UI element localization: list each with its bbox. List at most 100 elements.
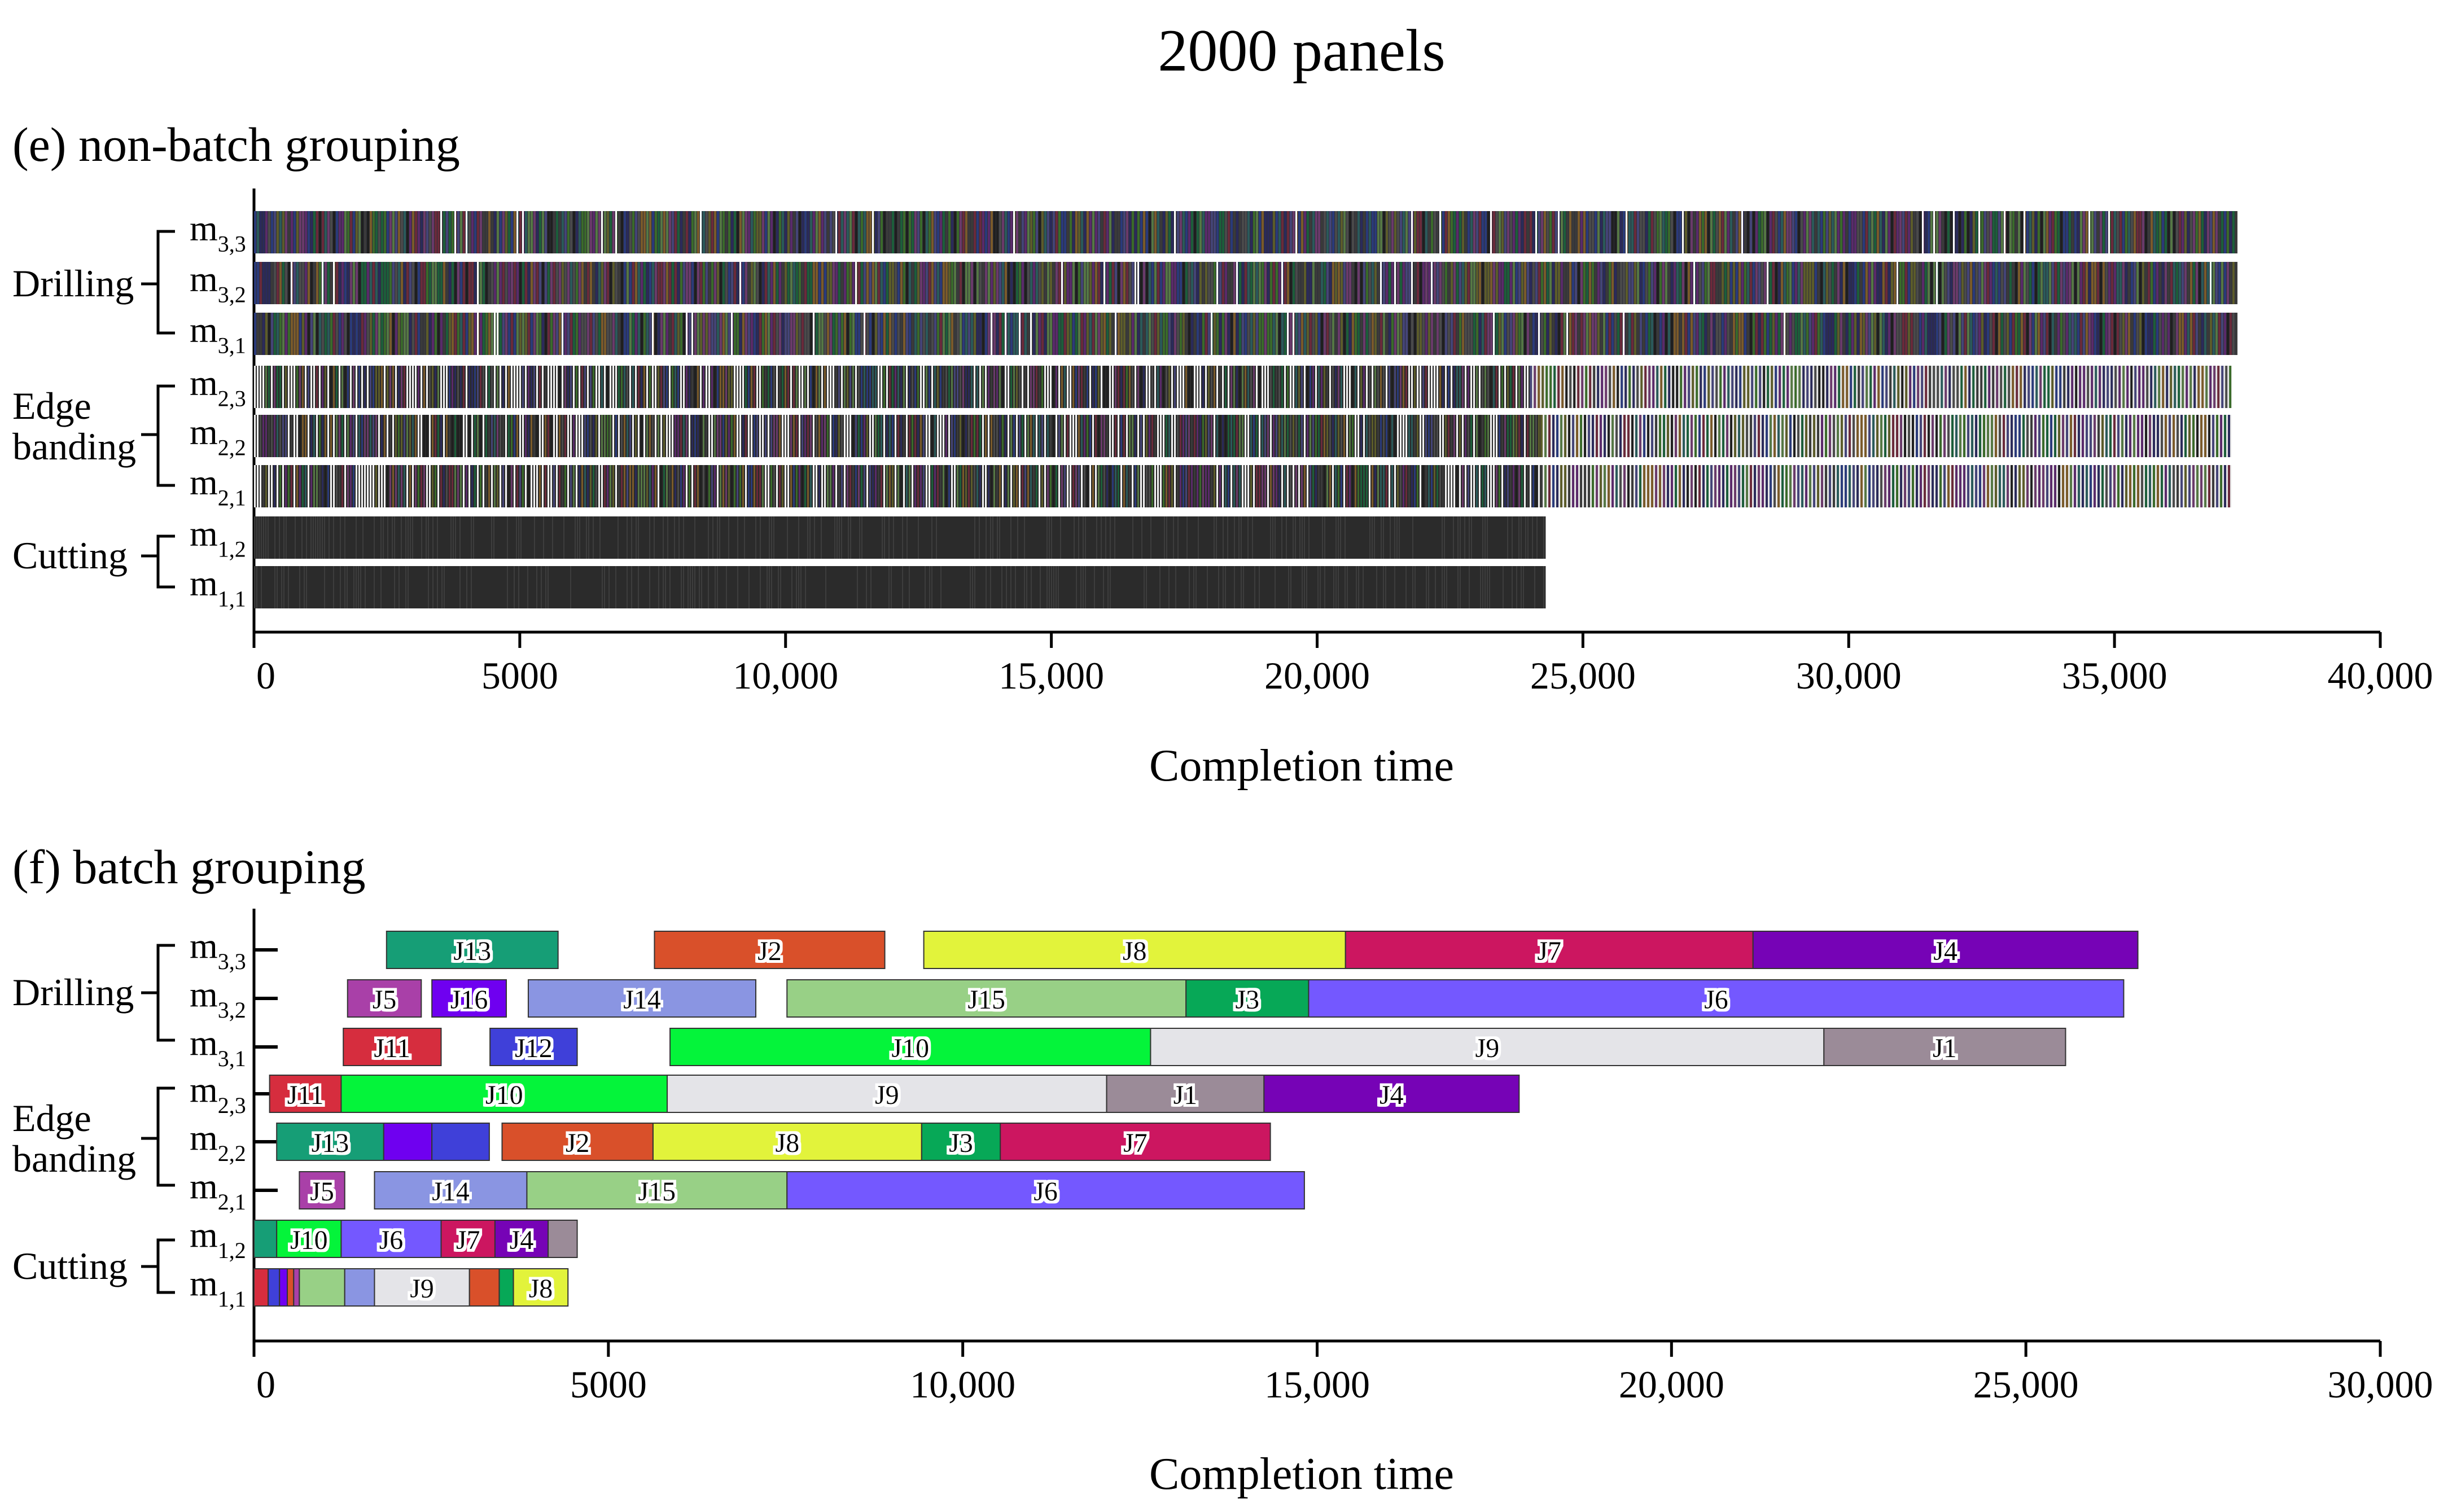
idle-gap [731,313,733,355]
operation-slice [1445,313,1447,355]
operation-slice [1058,566,1059,608]
operation-slice [2207,262,2209,304]
operation-slice [1341,262,1343,304]
operation-slice [1239,262,1241,304]
operation-slice [541,566,542,608]
operation-slice [869,262,872,304]
operation-slice [2071,366,2074,408]
operation-slice [1166,211,1168,253]
operation-slice [421,211,423,253]
operation-slice [360,566,361,608]
operation-slice [985,415,987,457]
operation-slice [1129,313,1131,355]
operation-slice [1394,313,1396,355]
operation-slice [364,313,366,355]
operation-slice [401,262,403,304]
operation-slice [1473,465,1475,507]
operation-slice [1981,313,1983,355]
operation-slice [663,566,664,608]
operation-slice [779,465,781,507]
operation-slice [415,313,417,355]
operation-slice [257,211,259,253]
operation-slice [595,465,597,507]
operation-slice [2091,366,2094,408]
operation-slice [1667,465,1670,507]
operation-slice [2201,366,2204,408]
operation-slice [261,516,262,559]
operation-slice [2043,313,2046,355]
operation-slice [2074,313,2077,355]
operation-slice [2042,465,2045,507]
operation-slice [1885,262,1888,304]
operation-slice [2188,415,2191,457]
operation-slice [1484,465,1486,507]
operation-slice [367,211,369,253]
operation-slice [976,415,978,457]
operation-slice [545,366,546,408]
operation-slice [1908,415,1911,457]
operation-slice [1984,313,1986,355]
operation-slice [725,211,728,253]
operation-slice [1809,465,1812,507]
operation-slice [687,566,689,608]
operation-slice [1723,366,1726,408]
operation-slice [426,313,428,355]
operation-slice [341,262,344,304]
operation-slice [1781,262,1783,304]
operation-slice [2043,211,2046,253]
operation-slice [1493,415,1495,457]
operation-slice [731,211,733,253]
operation-slice [1876,415,1879,457]
operation-slice [1154,313,1157,355]
operation-slice [768,313,770,355]
operation-slice [327,465,329,507]
operation-slice [1439,262,1442,304]
operation-slice [1120,415,1122,457]
operation-slice [1414,262,1416,304]
operation-slice [892,262,894,304]
operation-slice [485,211,488,253]
operation-slice [401,211,403,253]
operation-slice [641,262,643,304]
operation-slice [466,262,468,304]
operation-slice [1793,465,1796,507]
operation-slice [350,262,352,304]
operation-slice [883,211,886,253]
operation-slice [1992,211,1995,253]
operation-slice [1868,313,1871,355]
operation-slice [751,262,753,304]
operation-slice [1996,366,1999,408]
operation-slice [429,262,431,304]
operation-slice [1513,415,1514,457]
operation-slice [1372,516,1373,559]
operation-slice [387,211,389,253]
operation-slice [1972,366,1975,408]
operation-slice [675,366,676,408]
operation-slice [2052,313,2054,355]
operation-slice [888,516,890,559]
operation-slice [1809,415,1812,457]
operation-slice [2119,313,2122,355]
operation-slice [1614,211,1617,253]
operation-slice [1129,211,1131,253]
operation-slice [528,262,530,304]
operation-slice [265,366,267,408]
operation-slice [520,516,522,559]
operation-slice [889,211,891,253]
operation-slice [285,465,287,507]
operation-slice [1953,262,1955,304]
operation-slice [406,313,409,355]
operation-slice [638,262,640,304]
operation-slice [421,465,422,507]
operation-slice [1072,313,1075,355]
operation-slice [1372,262,1374,304]
operation-slice [1284,465,1286,507]
operation-slice [1389,262,1391,304]
operation-slice [2173,211,2175,253]
operation-slice [680,465,682,507]
operation-slice [1290,262,1292,304]
operation-slice [1013,262,1015,304]
operation-slice [525,465,527,507]
operation-slice [305,366,306,408]
operation-slice [937,262,939,304]
